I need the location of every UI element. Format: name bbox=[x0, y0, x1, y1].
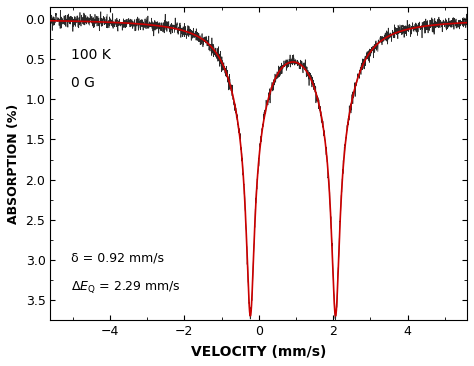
X-axis label: VELOCITY (mm/s): VELOCITY (mm/s) bbox=[191, 345, 327, 359]
Text: δ = 0.92 mm/s: δ = 0.92 mm/s bbox=[71, 251, 164, 264]
Y-axis label: ABSORPTION (%): ABSORPTION (%) bbox=[7, 104, 20, 224]
Text: 100 K: 100 K bbox=[71, 48, 111, 62]
Text: 0 G: 0 G bbox=[71, 76, 95, 90]
Text: $\Delta E_{\rm Q}$ = 2.29 mm/s: $\Delta E_{\rm Q}$ = 2.29 mm/s bbox=[71, 280, 181, 295]
